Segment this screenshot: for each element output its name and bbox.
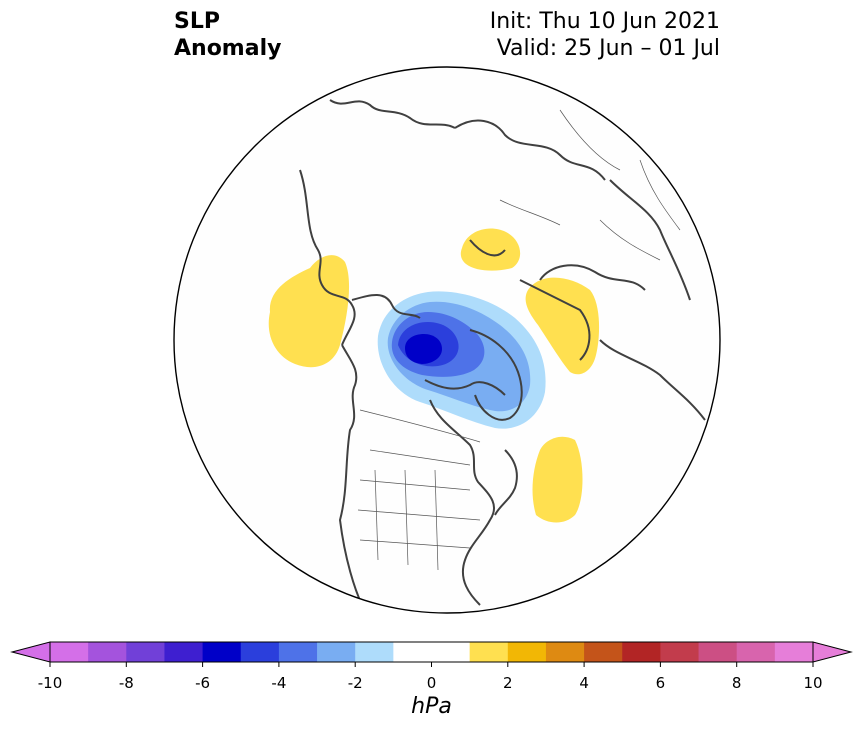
colorbar-bin — [736, 642, 776, 662]
colorbar-tick-label: 8 — [732, 674, 742, 692]
colorbar-bin — [317, 642, 356, 662]
colorbar-extend-high — [812, 641, 853, 663]
positive-anomaly-siberia — [525, 277, 600, 375]
valid-range: Valid: 25 Jun – 01 Jul — [496, 36, 720, 61]
positive-anomaly-atlantic — [532, 436, 583, 523]
colorbar-bin — [774, 642, 814, 662]
title-right: Init: Thu 10 Jun 2021 Valid: 25 Jun – 01… — [490, 8, 720, 62]
colorbar-unit: hPa — [411, 694, 452, 719]
colorbar-bin — [50, 642, 89, 662]
colorbar-bin — [240, 642, 280, 662]
colorbar-tick-label: -10 — [38, 674, 63, 692]
colorbar-bin — [278, 642, 318, 662]
positive-anomaly-barents — [460, 228, 521, 271]
colorbar-bin — [164, 642, 204, 662]
colorbar-bin — [660, 642, 700, 662]
colorbar-bin — [202, 642, 242, 662]
map-boundary — [173, 66, 721, 614]
positive-anomaly-alaska — [268, 255, 350, 368]
colorbar-tick-label: 2 — [503, 674, 513, 692]
polar-map — [173, 66, 721, 614]
colorbar-tick-label: -4 — [271, 674, 286, 692]
colorbar-bin — [545, 642, 585, 662]
colorbar-tick-label: 0 — [427, 674, 437, 692]
borders — [357, 109, 681, 571]
colorbar-bin — [393, 642, 471, 662]
colorbar-bin — [355, 642, 394, 662]
init-date: Init: Thu 10 Jun 2021 — [489, 9, 720, 34]
colorbar-bin — [698, 642, 738, 662]
colorbar-tick-label: 10 — [803, 674, 822, 692]
colorbar-tick-label: -6 — [195, 674, 210, 692]
colorbar-tick-label: 4 — [579, 674, 589, 692]
colorbar-ticks: -10 -8 -6 -4 -2 0 2 4 6 8 10 — [38, 662, 823, 692]
title-variable: SLP — [174, 9, 220, 34]
coastlines — [299, 99, 706, 606]
colorbar-bin — [622, 642, 661, 662]
colorbar-tick-label: -8 — [119, 674, 134, 692]
negative-anomaly-core — [405, 334, 442, 364]
colorbar-bin — [88, 642, 127, 662]
colorbar-bin — [507, 642, 547, 662]
colorbar-tick-label: 6 — [656, 674, 666, 692]
colorbar: -10 -8 -6 -4 -2 0 2 4 6 8 10 — [10, 641, 853, 692]
title-left: SLP Anomaly — [174, 8, 281, 62]
colorbar-bin — [126, 642, 165, 662]
colorbar-extend-low — [10, 641, 51, 663]
title-variable-kind: Anomaly — [174, 36, 282, 61]
colorbar-bin — [469, 642, 509, 662]
colorbar-bins — [50, 642, 814, 662]
colorbar-bin — [584, 642, 623, 662]
colorbar-tick-label: -2 — [348, 674, 363, 692]
